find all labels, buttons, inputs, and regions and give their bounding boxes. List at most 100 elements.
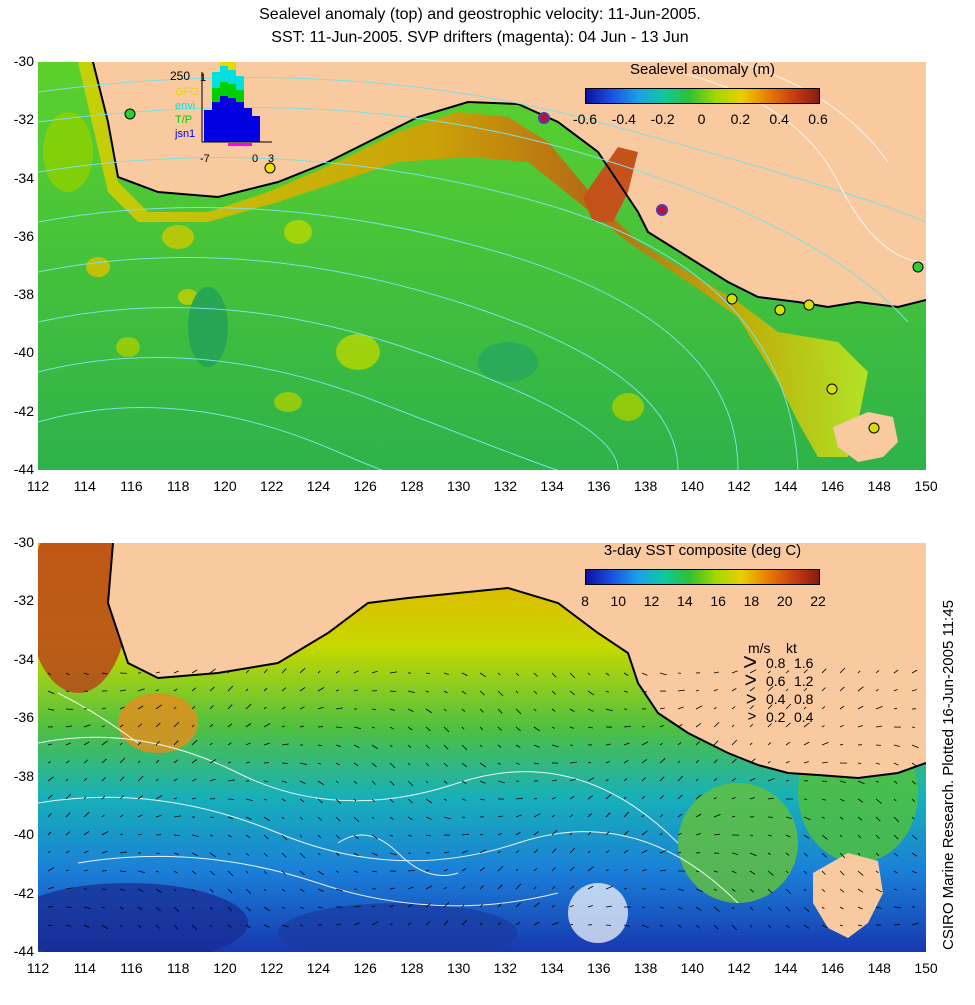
velocity-arrow — [641, 759, 648, 764]
velocity-arrow — [173, 759, 179, 764]
velocity-arrow — [317, 762, 321, 765]
velocity-arrow — [533, 744, 540, 748]
velocity-arrow — [551, 672, 557, 678]
velocity-arrow — [407, 798, 413, 804]
velocity-arrow — [47, 708, 54, 711]
velocity-arrow — [245, 761, 250, 764]
lon-tick-label: 136 — [587, 960, 611, 976]
velocity-arrow — [227, 834, 232, 838]
velocity-arrow — [749, 777, 756, 782]
velocity-arrow — [353, 852, 359, 856]
velocity-arrow — [317, 816, 322, 821]
velocity-arrow — [587, 813, 592, 818]
velocity-arrow — [245, 906, 251, 912]
velocity-arrow — [389, 726, 394, 730]
velocity-arrow — [803, 687, 808, 692]
velocity-arrow — [695, 689, 700, 692]
velocity-arrow — [299, 762, 307, 765]
velocity-arrow — [263, 906, 271, 912]
velocity-arrow — [875, 780, 879, 783]
velocity-arrow — [533, 831, 540, 836]
velocity-arrow — [281, 798, 286, 802]
lon-tick-label: 148 — [867, 960, 891, 976]
velocity-arrow — [659, 707, 665, 710]
velocity-arrow — [497, 672, 501, 676]
velocity-arrow — [659, 924, 663, 927]
velocity-arrow — [335, 923, 341, 926]
velocity-arrow — [803, 816, 811, 821]
velocity-arrow — [47, 831, 52, 836]
velocity-arrow — [155, 778, 159, 782]
velocity-arrow — [83, 690, 89, 692]
velocity-arrow — [785, 779, 789, 782]
velocity-arrow — [371, 921, 379, 926]
velocity-arrow — [623, 725, 631, 728]
velocity-arrow — [767, 704, 773, 710]
velocity-arrow — [263, 924, 270, 928]
lat-tick-label: -38 — [13, 767, 34, 784]
velocity-arrow — [605, 690, 609, 693]
histogram-legend-gfo: GFO — [175, 86, 199, 98]
velocity-arrow — [695, 888, 703, 893]
velocity-arrow — [659, 833, 663, 836]
velocity-arrow — [533, 886, 537, 890]
velocity-arrow — [281, 852, 287, 858]
velocity-arrow — [263, 816, 271, 822]
velocity-arrow — [659, 776, 665, 782]
velocity-arrow — [713, 870, 718, 873]
lon-tick-label: 112 — [26, 960, 50, 976]
velocity-arrow — [155, 906, 161, 912]
velocity-arrow — [443, 744, 449, 750]
velocity-arrow — [461, 780, 467, 784]
lon-tick-label: 128 — [400, 478, 424, 494]
velocity-arrow — [839, 888, 845, 893]
velocity-arrow — [407, 708, 414, 712]
velocity-arrow — [65, 742, 71, 746]
velocity-arrow — [767, 870, 774, 876]
velocity-arrow — [245, 834, 251, 839]
velocity-arrow — [227, 924, 232, 928]
lat-tick-label: -30 — [13, 53, 34, 69]
velocity-arrow — [47, 813, 52, 818]
velocity-arrow — [587, 795, 594, 800]
velocity-arrow — [821, 906, 825, 910]
velocity-arrow — [389, 905, 394, 908]
velocity-arrow — [803, 706, 807, 710]
velocity-arrow — [605, 812, 611, 818]
velocity-arrow — [623, 887, 627, 890]
lat-tick-label: -40 — [13, 344, 34, 361]
velocity-arrow — [839, 906, 844, 910]
lon-tick-label: 138 — [633, 960, 658, 976]
velocity-arrow — [119, 870, 127, 872]
velocity-arrow — [731, 670, 738, 674]
velocity-arrow — [425, 903, 432, 908]
velocity-arrow — [263, 870, 268, 875]
velocity-arrow — [479, 672, 487, 678]
velocity-arrow — [803, 852, 809, 857]
velocity-arrow — [191, 724, 195, 728]
lon-tick-label: 130 — [446, 960, 471, 976]
velocity-arrow — [515, 708, 522, 715]
velocity-arrow — [731, 739, 738, 746]
velocity-arrow — [479, 922, 483, 926]
velocity-arrow — [641, 906, 646, 908]
velocity-arrow — [551, 708, 556, 712]
velocity-arrow — [767, 924, 772, 928]
velocity-arrow — [335, 888, 343, 892]
velocity-arrow — [605, 708, 613, 712]
velocity-arrow — [101, 906, 105, 909]
velocity-legend-arrow: > — [743, 649, 758, 676]
velocity-arrow — [785, 722, 791, 728]
velocity-arrow — [443, 851, 449, 854]
velocity-arrow — [875, 689, 879, 692]
velocity-arrow — [479, 726, 484, 731]
velocity-arrow — [227, 704, 233, 710]
histogram-x-left: -7 — [200, 153, 210, 165]
velocity-arrow — [173, 797, 177, 800]
velocity-arrow — [191, 888, 196, 892]
velocity-arrow — [173, 670, 179, 674]
velocity-arrow — [839, 816, 844, 820]
velocity-arrow — [209, 668, 216, 674]
velocity-arrow — [317, 687, 325, 692]
velocity-arrow — [911, 870, 917, 874]
